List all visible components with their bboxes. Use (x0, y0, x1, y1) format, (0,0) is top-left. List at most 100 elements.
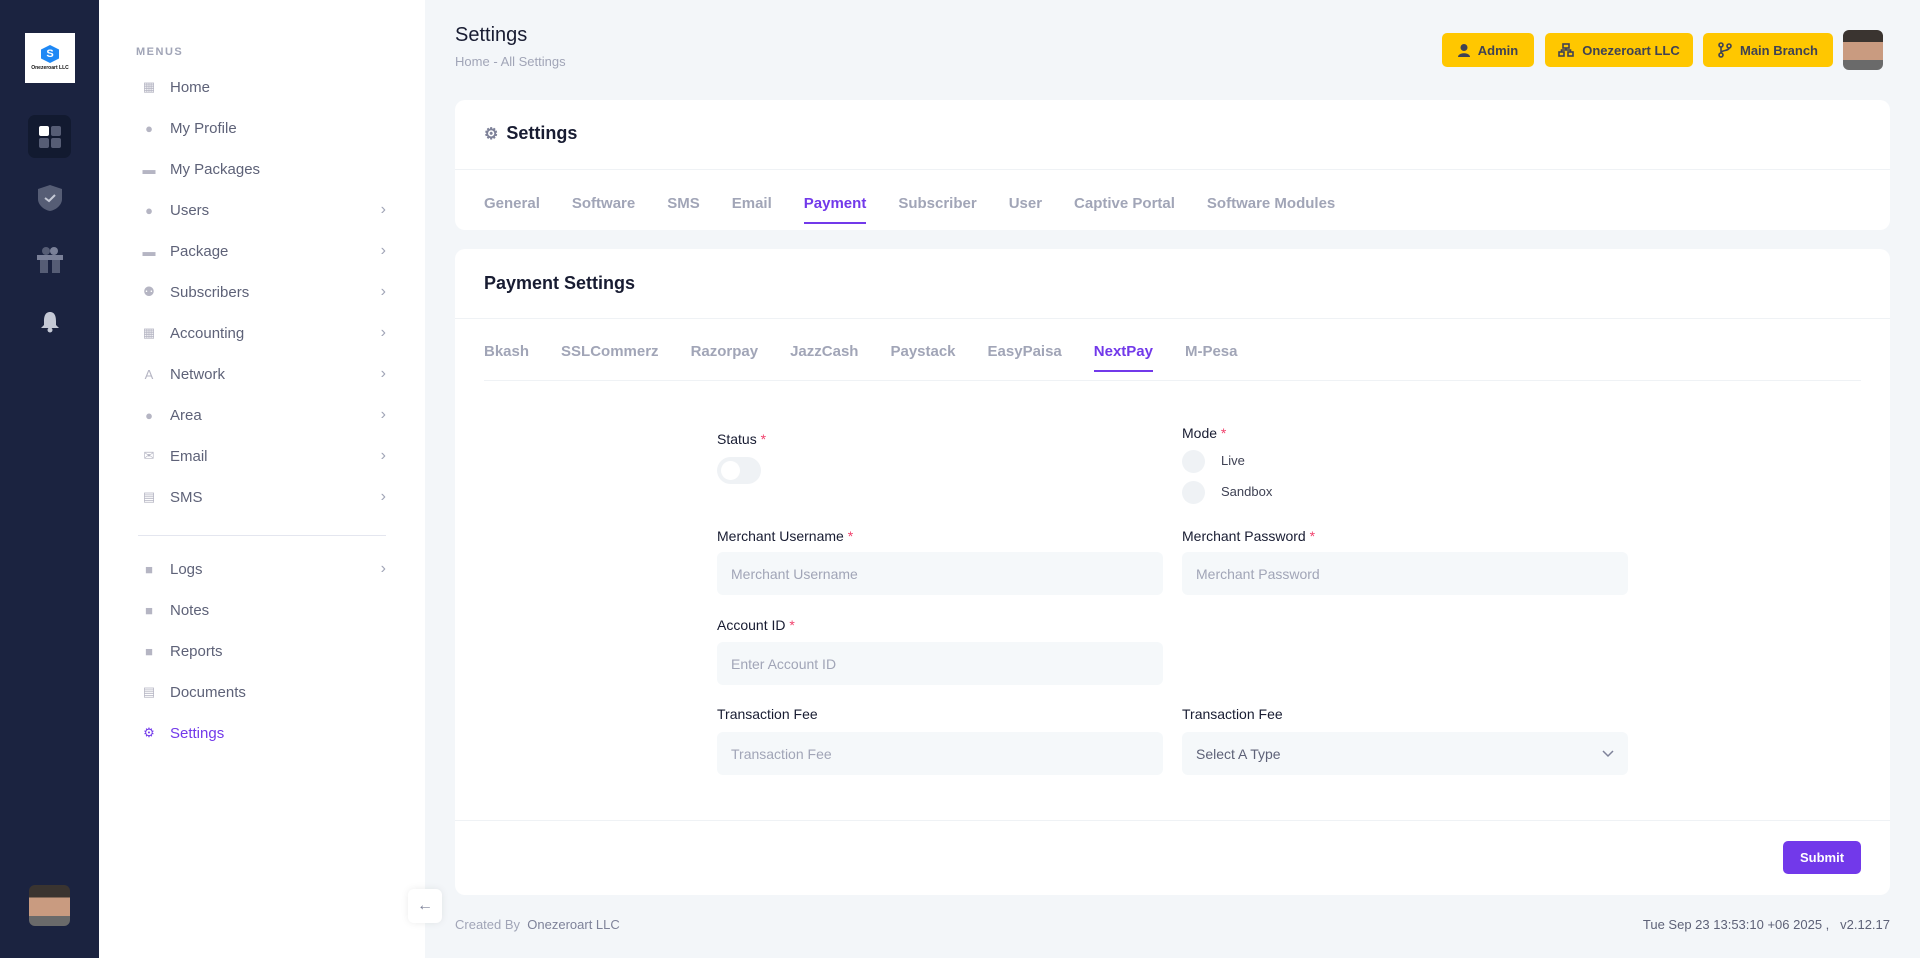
sidebar-item-sms[interactable]: ▤ SMS › (140, 480, 390, 514)
company-button[interactable]: Onezeroart LLC (1545, 33, 1693, 67)
payment-settings-title: Payment Settings (484, 273, 636, 293)
sidebar-item-documents[interactable]: ▤ Documents (140, 675, 390, 709)
sidebar-item-label: Home (170, 78, 211, 96)
user-avatar[interactable] (29, 885, 70, 926)
settings-tabs: General Software SMS Email Payment Subscriber… (484, 195, 1335, 224)
tab-sslcommerz[interactable]: SSLCommerz (561, 343, 659, 360)
sidebar-item-label: Accounting (170, 324, 245, 342)
footer-credit: Created By Onezeroart LLC (455, 917, 620, 932)
brand-logo[interactable]: S Onezeroart LLC (25, 33, 75, 83)
mode-sandbox-label[interactable]: Sandbox (1221, 484, 1273, 499)
sidebar-item-home[interactable]: ▦ Home (140, 70, 390, 104)
book-icon: ■ (145, 561, 153, 577)
tab-bkash[interactable]: Bkash (484, 343, 530, 360)
chevron-right-icon: › (380, 406, 386, 423)
sidebar-item-label: Area (170, 406, 202, 424)
sidebar-item-settings[interactable]: ⚙ Settings (140, 716, 390, 750)
apps-icon[interactable] (28, 115, 71, 158)
branch-label: Main Branch (1739, 42, 1818, 58)
mode-sandbox-radio[interactable] (1182, 481, 1205, 504)
status-toggle[interactable] (717, 457, 761, 484)
account-id-label: Account ID * (717, 617, 795, 633)
sidebar: MENUS ▦ Home ● My Profile ▬ My Packages ● Users… (99, 0, 425, 958)
footer-company-link[interactable]: Onezeroart LLC (527, 917, 620, 932)
home-grid-icon: ▦ (142, 79, 156, 94)
merchant-username-input[interactable] (717, 552, 1163, 595)
sidebar-item-reports[interactable]: ■ Reports (140, 634, 390, 668)
antenna-icon: A (144, 366, 154, 382)
breadcrumb-home[interactable]: Home (455, 54, 490, 69)
tab-user[interactable]: User (1008, 195, 1043, 212)
fee-type-value: Select A Type (1196, 745, 1281, 762)
chevron-right-icon: › (380, 560, 386, 577)
header-avatar[interactable] (1843, 30, 1883, 70)
footer-info: Tue Sep 23 13:53:10 +06 2025 , v2.12.17 (1643, 917, 1890, 932)
admin-button[interactable]: Admin (1442, 33, 1534, 67)
sidebar-item-subscribers[interactable]: ⚉ Subscribers › (140, 275, 390, 309)
settings-card-title: Settings (506, 123, 578, 143)
tab-easypaisa[interactable]: EasyPaisa (987, 343, 1062, 360)
tab-general[interactable]: General (484, 195, 540, 212)
location-icon: ● (145, 407, 153, 423)
book-icon: ■ (145, 643, 153, 659)
tab-nextpay[interactable]: NextPay (1093, 343, 1154, 372)
transaction-fee-type-select[interactable]: Select A Type (1182, 732, 1628, 775)
tab-subscriber[interactable]: Subscriber (898, 195, 977, 212)
mode-live-label[interactable]: Live (1221, 453, 1245, 468)
branch-button[interactable]: Main Branch (1703, 33, 1833, 67)
admin-label: Admin (1477, 42, 1519, 58)
sidebar-item-users[interactable]: ● Users › (140, 193, 390, 227)
sidebar-item-label: Settings (170, 724, 225, 742)
gears-icon: ⚙ (484, 125, 499, 143)
sidebar-item-label: My Packages (170, 160, 261, 178)
tab-m-pesa[interactable]: M-Pesa (1184, 343, 1238, 360)
sidebar-item-package[interactable]: ▬ Package › (140, 234, 390, 268)
note-icon: ■ (145, 602, 153, 618)
footer-datetime: Tue Sep 23 13:53:10 +06 2025 , (1642, 917, 1830, 932)
tab-razorpay[interactable]: Razorpay (690, 343, 759, 360)
sidebar-item-label: Package (170, 242, 229, 260)
merchant-password-label: Merchant Password * (1182, 528, 1316, 544)
mode-live-radio[interactable] (1182, 450, 1205, 473)
company-label: Onezeroart LLC (1582, 42, 1680, 58)
shield-check-icon[interactable] (28, 176, 71, 219)
gift-icon[interactable] (28, 238, 71, 281)
tab-software[interactable]: Software (571, 195, 636, 212)
sidebar-item-label: SMS (170, 488, 203, 506)
sidebar-item-logs[interactable]: ■ Logs › (140, 552, 390, 586)
sidebar-item-label: Network (170, 365, 226, 383)
logo-icon: S (41, 45, 59, 63)
user-icon: ● (145, 120, 153, 136)
sidebar-item-network[interactable]: A Network › (140, 357, 390, 391)
sidebar-item-label: Notes (170, 601, 210, 619)
tab-payment[interactable]: Payment (803, 195, 866, 224)
envelope-icon: ✉ (143, 448, 155, 463)
tab-sms[interactable]: SMS (667, 195, 700, 212)
chevron-right-icon: › (380, 283, 386, 300)
sidebar-item-label: Reports (170, 642, 223, 660)
transaction-fee-input[interactable] (717, 732, 1163, 775)
collapse-sidebar-button[interactable]: ← (408, 889, 442, 923)
settings-card: ⚙ Settings General Software SMS Email Payment… (455, 100, 1890, 230)
transaction-fee-type-label: Transaction Fee (1182, 706, 1283, 722)
tab-jazzcash[interactable]: JazzCash (790, 343, 859, 360)
sidebar-item-email[interactable]: ✉ Email › (140, 439, 390, 473)
tab-captive-portal[interactable]: Captive Portal (1074, 195, 1175, 212)
tab-paystack[interactable]: Paystack (890, 343, 956, 360)
sidebar-item-notes[interactable]: ■ Notes (140, 593, 390, 627)
sidebar-item-accounting[interactable]: ▦ Accounting › (140, 316, 390, 350)
submit-button[interactable]: Submit (1783, 841, 1861, 874)
merchant-password-input[interactable] (1182, 552, 1628, 595)
tab-email[interactable]: Email (731, 195, 772, 212)
bell-icon[interactable] (28, 300, 71, 343)
account-id-input[interactable] (717, 642, 1163, 685)
chevron-right-icon: › (380, 324, 386, 341)
payment-settings-card: Payment Settings Bkash SSLCommerz Razorpay… (455, 249, 1890, 895)
sidebar-item-label: Logs (170, 560, 203, 578)
sidebar-item-label: Email (170, 447, 208, 465)
sidebar-item-my-packages[interactable]: ▬ My Packages (140, 152, 390, 186)
sidebar-item-area[interactable]: ● Area › (140, 398, 390, 432)
tab-software-modules[interactable]: Software Modules (1206, 195, 1336, 212)
sidebar-item-my-profile[interactable]: ● My Profile (140, 111, 390, 145)
divider (455, 318, 1890, 319)
